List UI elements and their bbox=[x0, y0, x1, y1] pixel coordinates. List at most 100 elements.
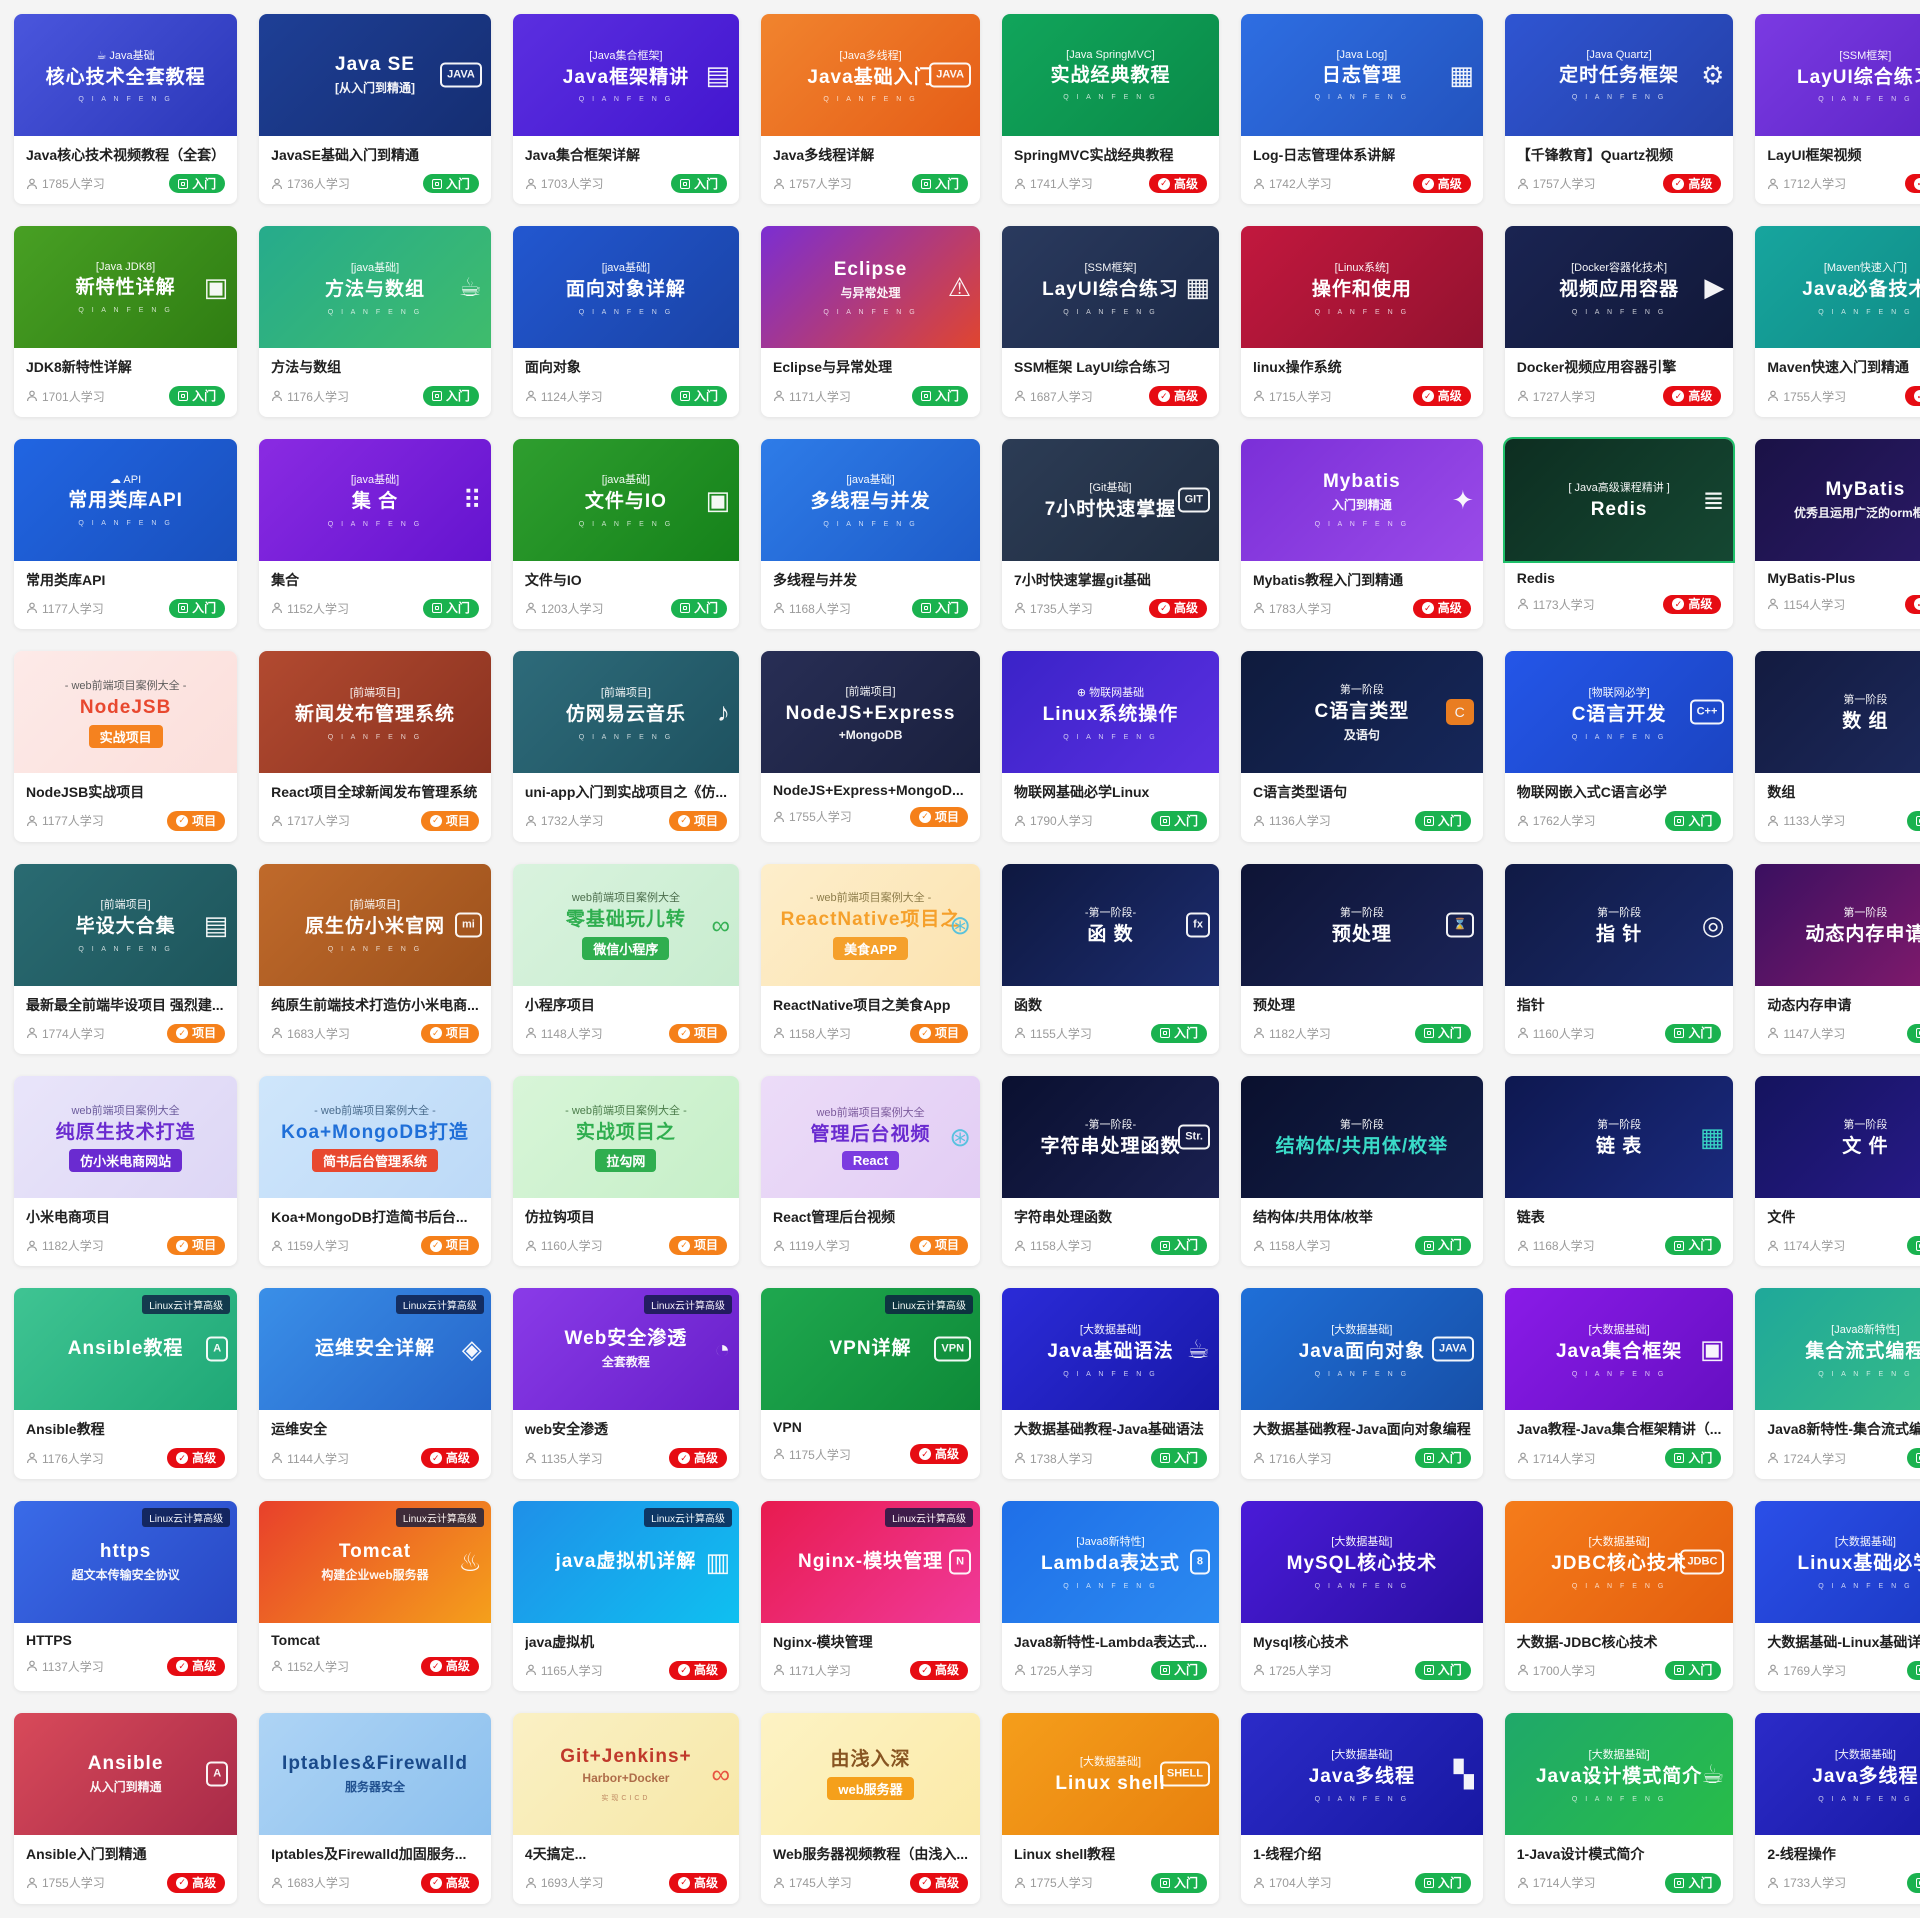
course-card[interactable]: [物联网必学] C语言开发 Q I A N F E N G C++ 物联网嵌入式… bbox=[1504, 651, 1734, 842]
course-title[interactable]: Java8新特性-Lambda表达式... bbox=[1014, 1633, 1207, 1650]
course-card[interactable]: - web前端项目案例大全 - 实战项目之 拉勾网 仿拉钩项目 1160人学习 … bbox=[512, 1075, 740, 1267]
course-card[interactable]: [SSM框架] LayUI综合练习 Q I A N F E N G ▦ SSM框… bbox=[1002, 226, 1219, 417]
course-card[interactable]: -第一阶段- 字符串处理函数 Str. 字符串处理函数 1158人学习 入门 bbox=[1002, 1075, 1219, 1267]
course-thumbnail[interactable]: Iptables&Firewalld 服务器安全 bbox=[259, 1713, 491, 1836]
course-title[interactable]: Web服务器视频教程（由浅入... bbox=[773, 1846, 969, 1863]
course-thumbnail[interactable]: Linux云计算高级 VPN详解 VPN bbox=[761, 1288, 981, 1411]
course-thumbnail[interactable]: 第一阶段 指 针 ◎ bbox=[1504, 863, 1734, 986]
course-card[interactable]: [Git基础] 7小时快速掌握 GIT 7小时快速掌握git基础 1735人学习… bbox=[1002, 438, 1219, 630]
course-card[interactable]: [Java8新特性] Lambda表达式 Q I A N F E N G 8 J… bbox=[1002, 1500, 1219, 1692]
course-title[interactable]: 大数据基础教程-Java基础语法 bbox=[1014, 1421, 1204, 1438]
course-card[interactable]: Linux云计算高级 Nginx-模块管理 N Nginx-模块管理 1171人… bbox=[761, 1500, 981, 1692]
course-title[interactable]: 仿拉钩项目 bbox=[524, 1208, 595, 1225]
course-thumbnail[interactable]: -第一阶段- 字符串处理函数 Str. bbox=[1002, 1075, 1219, 1198]
course-thumbnail[interactable]: web前端项目案例大全 零基础玩儿转 微信小程序 ∞ bbox=[512, 863, 740, 986]
course-title[interactable]: HTTPS bbox=[26, 1631, 72, 1648]
course-card[interactable]: 第一阶段 预处理 ⌛ 预处理 1182人学习 入门 bbox=[1240, 863, 1483, 1054]
course-title[interactable]: JavaSE基础入门到精通 bbox=[271, 147, 419, 163]
course-title[interactable]: 7小时快速掌握git基础 bbox=[1014, 571, 1151, 588]
course-thumbnail[interactable]: [Git基础] 7小时快速掌握 GIT bbox=[1002, 438, 1219, 561]
course-card[interactable]: Mybatis 入门到精通 Q I A N F E N G ✦ Mybatis教… bbox=[1240, 438, 1483, 630]
course-title[interactable]: 指针 bbox=[1516, 996, 1545, 1013]
course-card[interactable]: MyBatis 优秀且运用广泛的orm框架 B MyBatis-Plus 115… bbox=[1755, 438, 1920, 630]
course-card[interactable]: [前端项目] 新闻发布管理系统 Q I A N F E N G React项目全… bbox=[259, 651, 491, 842]
course-title[interactable]: Nginx-模块管理 bbox=[773, 1633, 873, 1650]
course-card[interactable]: [大数据基础] Java基础语法 Q I A N F E N G ☕ 大数据基础… bbox=[1002, 1288, 1219, 1479]
course-thumbnail[interactable]: [大数据基础] Java设计模式简介 Q I A N F E N G ☕ bbox=[1504, 1713, 1734, 1836]
course-card[interactable]: web前端项目案例大全 纯原生技术打造 仿小米电商网站 小米电商项目 1182人… bbox=[14, 1075, 238, 1267]
course-title[interactable]: 预处理 bbox=[1252, 996, 1295, 1013]
course-card[interactable]: -第一阶段- 函 数 fx 函数 1155人学习 入门 bbox=[1002, 863, 1219, 1054]
course-thumbnail[interactable]: [前端项目] 新闻发布管理系统 Q I A N F E N G bbox=[259, 651, 491, 774]
course-thumbnail[interactable]: ⊕ 物联网基础 Linux系统操作 Q I A N F E N G bbox=[1002, 651, 1219, 774]
course-thumbnail[interactable]: [java基础] 多线程与并发 Q I A N F E N G bbox=[761, 438, 981, 561]
course-card[interactable]: 第一阶段 链 表 ▦ 链表 1168人学习 入门 bbox=[1504, 1075, 1734, 1267]
course-card[interactable]: [前端项目] 仿网易云音乐 Q I A N F E N G ♪ uni-app入… bbox=[512, 651, 740, 842]
course-thumbnail[interactable]: 第一阶段 预处理 ⌛ bbox=[1240, 863, 1483, 986]
course-thumbnail[interactable]: [Java集合框架] Java框架精讲 Q I A N F E N G ▤ bbox=[512, 14, 740, 136]
course-title[interactable]: JDK8新特性详解 bbox=[26, 359, 132, 376]
course-title[interactable]: NodeJS+Express+MongoD... bbox=[773, 782, 964, 799]
course-card[interactable]: Linux云计算高级 Web安全渗透 全套教程 ◔ web安全渗透 1135人学… bbox=[512, 1288, 740, 1479]
course-card[interactable]: Java SE [从入门到精通] JAVA JavaSE基础入门到精通 1736… bbox=[259, 14, 491, 205]
course-card[interactable]: [大数据基础] Java多线程 Q I A N F E N G ▚ 1-线程介绍… bbox=[1240, 1713, 1483, 1904]
course-thumbnail[interactable]: [Java SpringMVC] 实战经典教程 Q I A N F E N G bbox=[1002, 14, 1219, 136]
course-card[interactable]: [java基础] 集 合 Q I A N F E N G ⠿ 集合 1152人学… bbox=[259, 438, 491, 630]
course-thumbnail[interactable]: [ Java高级课程精讲 ] Redis ≣ bbox=[1504, 438, 1734, 561]
course-thumbnail[interactable]: web前端项目案例大全 纯原生技术打造 仿小米电商网站 bbox=[14, 1075, 238, 1198]
course-title[interactable]: 大数据-JDBC核心技术 bbox=[1516, 1633, 1658, 1650]
course-card[interactable]: Linux云计算高级 https 超文本传输安全协议 HTTPS 1137人学习… bbox=[14, 1500, 238, 1692]
course-card[interactable]: web前端项目案例大全 管理后台视频 React ⊛ React管理后台视频 1… bbox=[761, 1075, 981, 1267]
course-title[interactable]: Tomcat bbox=[271, 1631, 320, 1648]
course-thumbnail[interactable]: web前端项目案例大全 管理后台视频 React ⊛ bbox=[761, 1075, 981, 1198]
course-card[interactable]: [前端项目] NodeJS+Express +MongoDB NodeJS+Ex… bbox=[761, 651, 981, 842]
course-card[interactable]: [Java Quartz] 定时任务框架 Q I A N F E N G ⚙ 【… bbox=[1504, 14, 1734, 205]
course-title[interactable]: SSM框架 LayUI综合练习 bbox=[1014, 359, 1171, 376]
course-title[interactable]: VPN bbox=[773, 1419, 802, 1436]
course-title[interactable]: Ansible教程 bbox=[26, 1421, 105, 1438]
course-card[interactable]: [Java SpringMVC] 实战经典教程 Q I A N F E N G … bbox=[1002, 14, 1219, 205]
course-card[interactable]: 第一阶段 文 件 ▤ 文件 1174人学习 入门 bbox=[1755, 1075, 1920, 1267]
course-title[interactable]: 多线程与并发 bbox=[773, 571, 858, 588]
course-card[interactable]: [前端项目] 毕设大合集 Q I A N F E N G ▤ 最新最全前端毕设项… bbox=[14, 863, 238, 1054]
course-thumbnail[interactable]: [大数据基础] Java集合框架 Q I A N F E N G ▣ bbox=[1504, 1288, 1734, 1411]
course-card[interactable]: Git+Jenkins+ Harbor+Docker 实现CICD ∞ 4天搞定… bbox=[512, 1713, 740, 1904]
course-title[interactable]: Koa+MongoDB打造简书后台... bbox=[271, 1208, 468, 1225]
course-thumbnail[interactable]: 第一阶段 C语言类型 及语句 C bbox=[1240, 651, 1483, 774]
course-title[interactable]: 4天搞定... bbox=[524, 1846, 587, 1863]
course-card[interactable]: [大数据基础] Linux shell SHELL Linux shell教程 … bbox=[1002, 1713, 1219, 1904]
course-title[interactable]: 运维安全 bbox=[271, 1421, 328, 1438]
course-thumbnail[interactable]: -第一阶段- 函 数 fx bbox=[1002, 863, 1219, 986]
course-thumbnail[interactable]: - web前端项目案例大全 - ReactNative项目之 美食APP ⊛ bbox=[761, 863, 981, 986]
course-title[interactable]: 物联网基础必学Linux bbox=[1014, 784, 1150, 801]
course-thumbnail[interactable]: [前端项目] NodeJS+Express +MongoDB bbox=[761, 651, 981, 774]
course-card[interactable]: [大数据基础] Java集合框架 Q I A N F E N G ▣ Java教… bbox=[1504, 1288, 1734, 1479]
course-title[interactable]: 结构体/共用体/枚举 bbox=[1252, 1208, 1373, 1225]
course-title[interactable]: Mysql核心技术 bbox=[1252, 1633, 1349, 1650]
course-card[interactable]: [大数据基础] Java设计模式简介 Q I A N F E N G ☕ 1-J… bbox=[1504, 1713, 1734, 1904]
course-title[interactable]: 数组 bbox=[1767, 784, 1796, 801]
course-title[interactable]: Iptables及Firewalld加固服务... bbox=[271, 1846, 467, 1863]
course-title[interactable]: 方法与数组 bbox=[271, 359, 342, 376]
course-thumbnail[interactable]: [大数据基础] JDBC核心技术 Q I A N F E N G JDBC bbox=[1504, 1500, 1734, 1623]
course-thumbnail[interactable]: - web前端项目案例大全 - Koa+MongoDB打造 简书后台管理系统 bbox=[259, 1075, 491, 1198]
course-title[interactable]: Ansible入门到精通 bbox=[26, 1846, 147, 1863]
course-thumbnail[interactable]: ☕ Java基础 核心技术全套教程 Q I A N F E N G bbox=[14, 14, 238, 136]
course-thumbnail[interactable]: [Java多线程] Java基础入门 Q I A N F E N G JAVA bbox=[761, 14, 981, 136]
course-title[interactable]: 函数 bbox=[1014, 996, 1043, 1013]
course-thumbnail[interactable]: [java基础] 方法与数组 Q I A N F E N G ☕ bbox=[259, 226, 491, 349]
course-card[interactable]: 第一阶段 C语言类型 及语句 C C语言类型语句 1136人学习 入门 bbox=[1240, 651, 1483, 842]
course-card[interactable]: [Java8新特性] 集合流式编程 Q I A N F E N G 8 Java… bbox=[1755, 1288, 1920, 1479]
course-title[interactable]: ReactNative项目之美食App bbox=[773, 996, 951, 1013]
course-thumbnail[interactable]: 第一阶段 数 组 ⠿ bbox=[1755, 651, 1920, 774]
course-thumbnail[interactable]: [前端项目] 原生仿小米官网 Q I A N F E N G mi bbox=[259, 863, 491, 986]
course-title[interactable]: 最新最全前端毕设项目 强烈建... bbox=[26, 996, 224, 1013]
course-thumbnail[interactable]: [java基础] 文件与IO Q I A N F E N G ▣ bbox=[512, 438, 740, 561]
course-thumbnail[interactable]: [大数据基础] Linux基础必学 Q I A N F E N G bbox=[1755, 1500, 1920, 1623]
course-thumbnail[interactable]: 第一阶段 结构体/共用体/枚举 bbox=[1240, 1075, 1483, 1198]
course-card[interactable]: 由浅入深 web服务器 Web服务器视频教程（由浅入... 1745人学习 ✓ … bbox=[761, 1713, 981, 1904]
course-thumbnail[interactable]: MyBatis 优秀且运用广泛的orm框架 B bbox=[1755, 438, 1920, 561]
course-card[interactable]: - web前端项目案例大全 - ReactNative项目之 美食APP ⊛ R… bbox=[761, 863, 981, 1054]
course-card[interactable]: Eclipse 与异常处理 Q I A N F E N G ⚠ Eclipse与… bbox=[761, 226, 981, 417]
course-title[interactable]: Maven快速入门到精通 bbox=[1767, 359, 1909, 376]
